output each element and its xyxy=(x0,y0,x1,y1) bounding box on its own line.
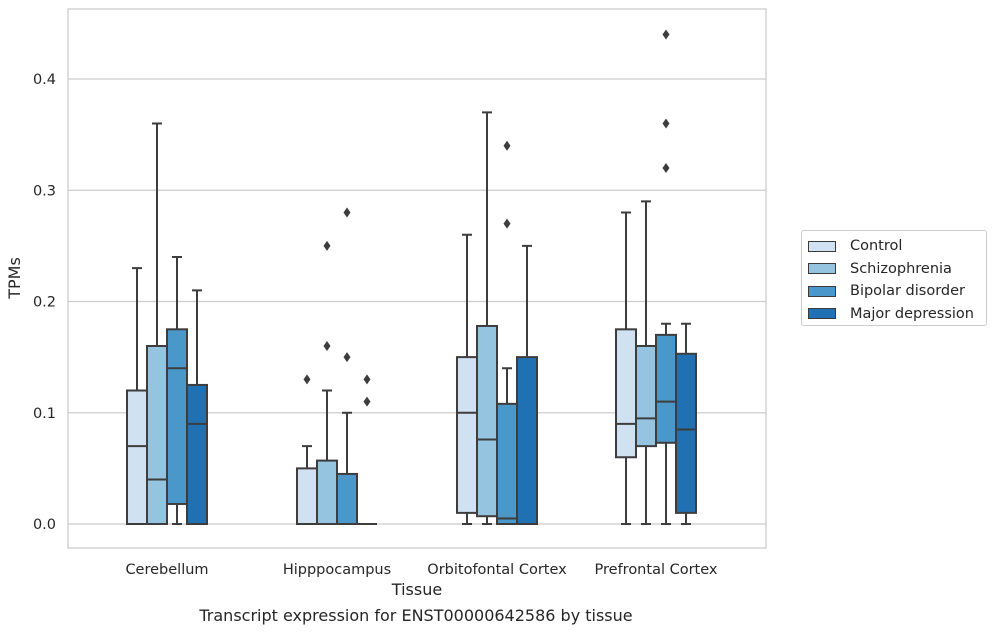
outlier-point xyxy=(503,140,511,151)
legend-swatch xyxy=(808,308,836,320)
box-iqr xyxy=(456,356,478,514)
box-group xyxy=(496,140,518,526)
box-iqr xyxy=(675,352,697,514)
legend-swatch xyxy=(808,240,836,252)
outlier-point xyxy=(363,374,371,385)
outlier-point xyxy=(303,374,311,385)
box-group xyxy=(296,374,318,525)
box-iqr xyxy=(476,324,498,518)
outlier-point xyxy=(503,218,511,229)
legend-swatch xyxy=(808,285,836,297)
outlier-point xyxy=(662,118,670,129)
x-tick-label: Hipppocampus xyxy=(283,562,391,578)
box-iqr xyxy=(336,472,358,525)
y-tick-label: 0.1 xyxy=(33,406,56,422)
box-iqr xyxy=(496,402,518,526)
box-iqr xyxy=(516,356,538,525)
legend-item-bipolar-disorder: Bipolar disorder xyxy=(808,280,980,303)
chart-caption: Transcript expression for ENST0000064258… xyxy=(199,606,633,625)
boxes xyxy=(126,29,697,526)
outlier-point xyxy=(323,240,331,251)
y-tick-label: 0.2 xyxy=(33,295,56,311)
legend-item-schizophrenia: Schizophrenia xyxy=(808,258,980,281)
box-group xyxy=(336,207,358,525)
legend-swatch xyxy=(808,263,836,275)
legend-item-control: Control xyxy=(808,235,980,258)
y-axis-label: TPMs xyxy=(5,257,24,300)
legend: Control Schizophrenia Bipolar disorder M… xyxy=(801,230,987,326)
box-group xyxy=(186,289,208,525)
outlier-point xyxy=(363,396,371,407)
outlier-point xyxy=(343,207,351,218)
legend-item-major-depression: Major depression xyxy=(808,303,980,326)
box-iqr xyxy=(615,328,637,459)
box-group xyxy=(476,111,498,525)
legend-label: Control xyxy=(850,238,903,255)
box-iqr xyxy=(316,459,338,525)
x-axis-ticks: Cerebellum Hipppocampus Orbitofontal Corte… xyxy=(125,562,717,578)
box-group xyxy=(675,322,697,525)
box-iqr xyxy=(635,345,657,448)
legend-label: Major depression xyxy=(850,305,974,322)
box-iqr xyxy=(655,333,677,444)
box-iqr xyxy=(186,383,208,525)
y-tick-label: 0.3 xyxy=(33,183,56,199)
outlier-point xyxy=(323,341,331,351)
x-axis-label: Tissue xyxy=(391,580,442,599)
box-iqr xyxy=(126,389,148,525)
x-tick-label: Prefrontal Cortex xyxy=(595,562,718,578)
y-tick-label: 0.0 xyxy=(33,517,56,533)
legend-label: Schizophrenia xyxy=(850,260,952,277)
box-group xyxy=(357,374,377,525)
outlier-point xyxy=(662,29,670,40)
outlier-point xyxy=(662,163,670,173)
y-tick-label: 0.4 xyxy=(33,72,56,88)
x-tick-label: Orbitofontal Cortex xyxy=(427,562,567,578)
x-tick-label: Cerebellum xyxy=(125,562,208,578)
legend-label: Bipolar disorder xyxy=(850,283,965,300)
box-iqr xyxy=(146,345,168,525)
box-iqr xyxy=(296,467,318,525)
y-axis-ticks: 0.0 0.1 0.2 0.3 0.4 xyxy=(33,72,56,533)
box-group xyxy=(126,267,148,525)
outlier-point xyxy=(343,352,351,363)
box-group xyxy=(655,29,677,525)
box-iqr xyxy=(166,328,188,505)
box-group xyxy=(516,244,538,525)
box-group xyxy=(456,233,478,525)
box-group xyxy=(166,256,188,525)
